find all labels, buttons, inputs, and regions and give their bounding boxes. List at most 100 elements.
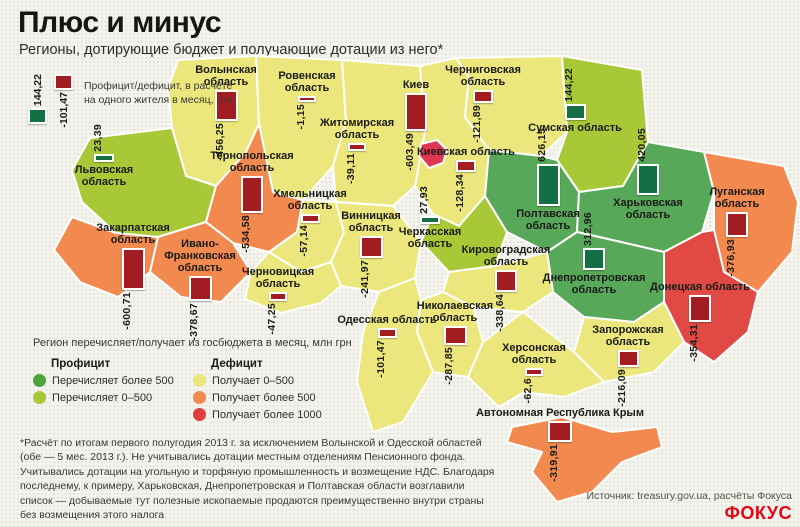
region-name: Полтавская область	[516, 207, 580, 233]
region-bar	[473, 90, 493, 104]
page-title: Плюс и минус	[18, 6, 222, 39]
region-name: Волынская область	[195, 64, 257, 89]
region-bar	[300, 214, 320, 224]
region-shape-crimea	[506, 416, 663, 503]
region-name: Киевская область	[417, 146, 515, 158]
region-name: Хмельницкая область	[273, 188, 347, 213]
legend-item-label: Получает 0–500	[212, 374, 294, 387]
region-bar	[583, 247, 605, 270]
region-annotation-poltavska: 626,15 Полтавская область	[498, 128, 598, 232]
deficit-over-500-dot	[193, 391, 206, 404]
legend-deficit-head: Дефицит	[211, 358, 263, 370]
region-annotation-rivnenska: Ровенская область -1,15	[257, 70, 357, 130]
map-legend-title: Регион перечисляет/получает из госбюджет…	[33, 337, 352, 349]
region-annotation-zhytomyrska: Житомирская область -39,11	[307, 117, 407, 184]
region-value: -216,09	[616, 369, 628, 407]
region-name: Автономная Республика Крым	[476, 407, 644, 419]
region-bar	[443, 326, 467, 346]
region-annotation-zaporizka: Запорожская область -216,09	[578, 324, 678, 407]
source-line: Источник: treasury.gov.ua, расчёты Фокус…	[586, 490, 792, 502]
region-bar	[689, 295, 711, 323]
region-name: Харьковская область	[613, 196, 683, 222]
region-annotation-vinnytska: Винницкая область -241,97	[321, 210, 421, 298]
region-bar	[637, 163, 659, 195]
region-name: Донецкая область	[650, 281, 750, 293]
region-bar	[359, 236, 383, 259]
region-annotation-luhanska: Луганская область -376,93	[687, 186, 787, 277]
region-value: -39,11	[345, 153, 357, 185]
legend-item: Перечисляет 0–500	[33, 391, 179, 404]
region-shape-kyiv-city	[418, 139, 448, 169]
region-annotation-sumska: 144,22 Сумская область	[525, 68, 625, 134]
region-value: 23,39	[92, 124, 104, 152]
region-shape-odeska	[356, 277, 434, 433]
region-value: -101,47	[375, 340, 387, 378]
region-value: -378,67	[188, 303, 200, 341]
region-name: Черниговская область	[445, 64, 521, 89]
region-name: Тернопольская область	[210, 150, 294, 175]
region-value: -287,85	[443, 347, 455, 385]
region-shape-ivano-frankivska	[149, 221, 252, 303]
region-annotation-crimea: Автономная Республика Крым -319,91	[455, 407, 665, 482]
region-annotation-lvivska: 23,39 Львовская область	[54, 124, 154, 188]
region-value: -241,97	[359, 260, 371, 298]
legend-item: Получает 0–500	[193, 374, 322, 387]
region-value: -354,31	[688, 324, 700, 362]
region-bar	[269, 292, 287, 302]
region-name: Одесская область	[337, 314, 437, 326]
per-capita-legend-caption: Профицит/дефицит, в расчёте на одного жи…	[84, 80, 233, 106]
region-name: Луганская область	[709, 186, 765, 211]
region-value: 27,93	[418, 186, 430, 214]
legend-item-label: Получает более 500	[212, 391, 316, 404]
legend-surplus-column: Профицит Перечисляет более 500 Перечисля…	[33, 358, 179, 425]
deficit-over-1000-dot	[193, 408, 206, 421]
legend-deficit-column: Дефицит Получает 0–500 Получает более 50…	[193, 358, 322, 425]
region-annotation-khmelnytska: Хмельницкая область -57,14	[260, 188, 360, 257]
region-bar	[94, 153, 114, 162]
region-bar	[548, 421, 572, 443]
legend-item-label: Получает более 1000	[212, 408, 322, 421]
region-annotation-ivano-frankivska: Ивано-Франковская область -378,67	[157, 238, 243, 341]
region-name: Николаевская область	[416, 300, 494, 325]
region-value: -603,49	[404, 133, 416, 171]
region-value: -47,25	[266, 303, 278, 335]
region-bar	[525, 368, 543, 377]
legend-item-label: Перечисляет более 500	[52, 374, 174, 387]
region-bar	[121, 248, 145, 291]
region-name: Черновицкая область	[241, 266, 315, 291]
region-value: 312,96	[582, 212, 594, 246]
region-name: Винницкая область	[341, 210, 401, 235]
region-annotation-kyivska: Киевская область -128,34	[416, 146, 516, 212]
region-value: -121,89	[471, 105, 483, 143]
legend-positive-bar	[28, 108, 47, 125]
region-annotation-chernihivska: Черниговская область -121,89	[433, 64, 533, 143]
region-bar	[536, 163, 560, 206]
legend-item-label: Перечисляет 0–500	[52, 391, 153, 404]
region-value: -376,93	[725, 239, 737, 277]
region-bar	[420, 215, 440, 224]
region-bar	[214, 90, 238, 122]
region-shape-cherkaska	[420, 195, 508, 273]
region-annotation-kyiv-city: Киев -603,49	[386, 79, 446, 171]
region-bar	[377, 328, 397, 339]
region-annotation-chernivetska: Черновицкая область -47,25	[228, 266, 328, 335]
legend-positive-value: 144,22	[31, 74, 44, 107]
region-value: -319,91	[548, 444, 560, 482]
region-annotation-odeska: Одесская область -101,47	[337, 314, 437, 378]
region-value: -1,15	[295, 104, 307, 130]
region-name: Ивано-Франковская область	[164, 238, 236, 275]
legend-item: Перечисляет более 500	[33, 374, 179, 387]
region-value: 626,15	[536, 128, 548, 162]
map-legend: Регион перечисляет/получает из госбюджет…	[33, 337, 352, 425]
legend-negative-value: -101,47	[57, 92, 70, 128]
surplus-over-500-dot	[33, 374, 46, 387]
focus-logo: ФОКУС	[724, 503, 792, 523]
legend-positive-example: 144,22	[28, 74, 47, 125]
region-annotation-kirovohradska: Кировоградская область -338,64	[451, 244, 561, 332]
region-name: Днепропетровская область	[542, 271, 646, 297]
region-annotation-cherkaska: 27,93 Черкасская область	[380, 186, 480, 250]
region-value: 420,05	[636, 128, 648, 162]
legend-negative-example: -101,47	[54, 74, 73, 128]
legend-negative-bar	[54, 74, 73, 90]
region-value: 144,22	[563, 68, 575, 102]
